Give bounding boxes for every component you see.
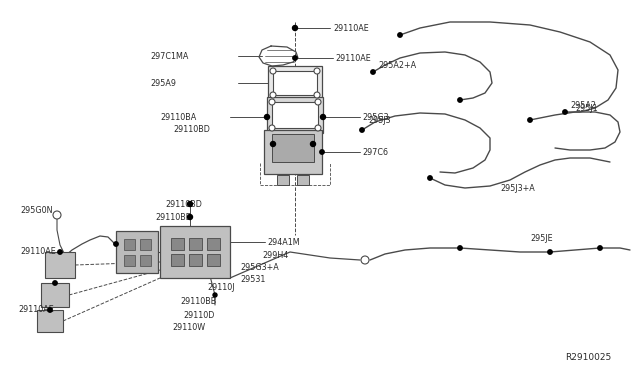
Text: 297C1MA: 297C1MA [150,51,188,61]
Bar [267,97,323,133]
Circle shape [310,141,316,147]
Bar [170,254,184,266]
Circle shape [270,68,276,74]
Bar [189,254,202,266]
Circle shape [315,99,321,105]
Text: 299H4: 299H4 [262,251,288,260]
Circle shape [53,281,57,285]
Text: 29110BB: 29110BB [180,298,216,307]
Bar [207,254,220,266]
Text: 294A1M: 294A1M [267,237,300,247]
Circle shape [269,125,275,131]
Text: 295A2+A: 295A2+A [378,61,416,70]
Bar [170,238,184,250]
Bar [272,134,314,162]
Circle shape [314,68,320,74]
Bar [116,231,158,273]
Circle shape [264,115,269,119]
Text: 295G3: 295G3 [362,112,388,122]
Text: 295J1: 295J1 [575,103,598,112]
Circle shape [598,246,602,250]
Circle shape [188,215,193,219]
Circle shape [528,118,532,122]
Circle shape [428,176,432,180]
Bar [273,71,317,95]
Circle shape [213,293,217,297]
Text: 29110W: 29110W [172,324,205,333]
Text: 29110BD: 29110BD [173,125,210,134]
Text: 295A2: 295A2 [570,100,596,109]
Circle shape [270,92,276,98]
Bar [268,66,322,100]
Text: 295JE: 295JE [530,234,552,243]
Circle shape [320,150,324,154]
Text: 29110BD: 29110BD [165,199,202,208]
Circle shape [458,246,462,250]
Circle shape [53,211,61,219]
Circle shape [314,92,320,98]
Circle shape [458,98,462,102]
Circle shape [292,26,298,31]
Text: 29110AE: 29110AE [20,247,56,257]
Text: 295J3+A: 295J3+A [500,183,535,192]
Circle shape [371,70,375,74]
Text: 29110BA: 29110BA [160,112,196,122]
Bar [264,130,322,174]
Bar [41,283,69,307]
Text: 29110BD: 29110BD [155,212,192,221]
Bar [37,310,63,332]
Bar [45,252,75,278]
Bar [140,254,150,266]
Text: 295G3+A: 295G3+A [240,263,279,273]
Text: 295J3: 295J3 [368,115,390,125]
Text: 29531: 29531 [240,276,266,285]
Bar [297,175,309,185]
Bar [277,175,289,185]
Circle shape [58,250,62,254]
Text: 297C6: 297C6 [362,148,388,157]
Text: 295G0N: 295G0N [20,205,52,215]
Circle shape [360,128,364,132]
Circle shape [114,242,118,246]
Text: 29110AE: 29110AE [335,54,371,62]
Bar [189,238,202,250]
Bar [124,238,134,250]
Circle shape [188,202,193,206]
Text: R2910025: R2910025 [565,353,611,362]
Text: 29110AE: 29110AE [18,305,54,314]
Bar [207,238,220,250]
Circle shape [48,308,52,312]
Circle shape [398,33,402,37]
Circle shape [271,141,275,147]
Bar [160,226,230,278]
Bar [140,238,150,250]
Circle shape [548,250,552,254]
Text: 29110AE: 29110AE [333,23,369,32]
Text: 29110D: 29110D [183,311,214,320]
Circle shape [292,56,297,60]
Circle shape [321,115,326,119]
Circle shape [361,256,369,264]
Circle shape [269,99,275,105]
Circle shape [315,125,321,131]
Text: 29110J: 29110J [207,283,234,292]
Bar [272,102,318,128]
Bar [124,254,134,266]
Text: 295A9: 295A9 [150,78,176,87]
Circle shape [563,110,567,114]
